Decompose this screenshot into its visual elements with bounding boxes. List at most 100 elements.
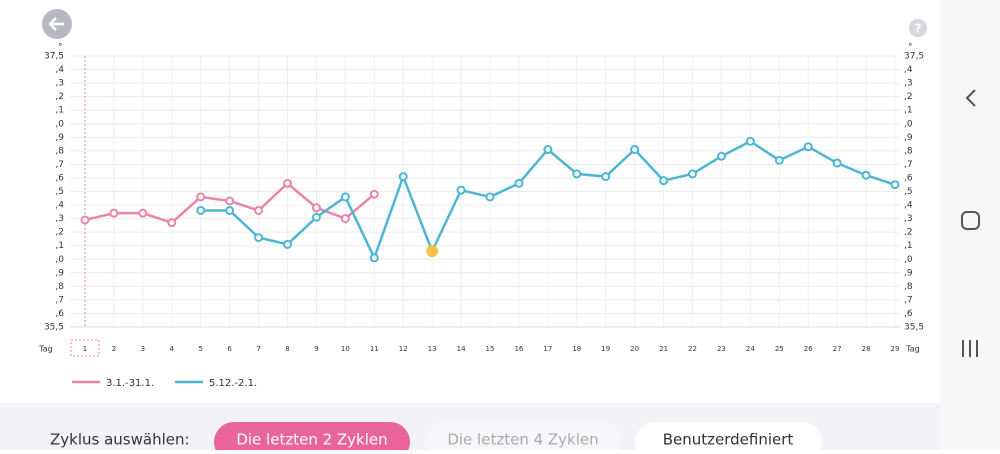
data-point xyxy=(659,176,669,186)
y-tick-label-right: ,0 xyxy=(904,255,913,265)
y-tick-label: ,2 xyxy=(55,228,64,238)
x-tick-label: 17 xyxy=(543,345,552,353)
y-tick-label: ,9 xyxy=(55,133,64,143)
data-point xyxy=(254,205,264,215)
x-tick-label: 11 xyxy=(370,345,379,353)
data-point xyxy=(369,253,379,263)
y-tick-label: ,7 xyxy=(55,295,64,305)
data-point xyxy=(196,192,206,202)
y-tick-label: ,0 xyxy=(55,255,64,265)
x-tick-label: 4 xyxy=(170,345,175,353)
filter-button[interactable] xyxy=(214,422,410,454)
y-tick-label-right: ,9 xyxy=(904,268,913,278)
filter-button-label: Die letzten 2 Zyklen xyxy=(236,431,387,449)
y-tick-label-right: ,6 xyxy=(904,173,913,183)
y-tick-label: ,7 xyxy=(55,160,64,170)
x-tick-label: 21 xyxy=(659,345,668,353)
y-tick-label: ,3 xyxy=(55,214,64,224)
nav-back[interactable] xyxy=(965,89,976,107)
filter-button-label: Die letzten 4 Zyklen xyxy=(447,431,598,449)
data-point xyxy=(225,205,235,215)
data-point xyxy=(311,203,321,213)
y-tick-label: ,5 xyxy=(55,187,64,197)
nav-home[interactable] xyxy=(961,211,980,230)
data-point xyxy=(774,155,784,165)
x-tick-label: 3 xyxy=(141,345,145,353)
y-unit: ° xyxy=(58,43,63,53)
data-point xyxy=(716,151,726,161)
special-point xyxy=(426,245,439,258)
back-arrow xyxy=(48,17,64,31)
x-tick-label: 9 xyxy=(314,345,318,353)
data-point xyxy=(803,142,813,152)
x-tick-label: 5 xyxy=(198,345,202,353)
y-tick-label-right: ,4 xyxy=(904,65,913,75)
nav-bar xyxy=(940,0,1000,450)
legend-label: 3.1.-31.1. xyxy=(106,378,154,389)
data-point xyxy=(109,208,119,218)
y-tick-label: 37,5 xyxy=(44,52,64,62)
y-tick-label-right: ,1 xyxy=(904,106,913,116)
data-point xyxy=(283,239,292,249)
x-tick-label: 12 xyxy=(399,345,408,353)
data-point xyxy=(601,172,611,182)
y-tick-label: ,4 xyxy=(55,65,64,75)
data-point xyxy=(861,170,871,180)
data-point xyxy=(543,144,553,154)
data-point xyxy=(340,192,350,202)
x-tick-label: 24 xyxy=(746,345,755,353)
x-tick-label: 13 xyxy=(428,345,437,353)
x-axis-label-right: Tag xyxy=(905,345,920,354)
y-tick-label: 35,5 xyxy=(44,323,64,333)
y-tick-label-right: ,1 xyxy=(904,241,913,251)
y-tick-label-right: ,7 xyxy=(904,295,913,305)
today-box xyxy=(70,339,100,357)
y-tick-label: ,4 xyxy=(55,201,64,211)
data-point xyxy=(572,169,582,179)
y-tick-label-right: ,2 xyxy=(904,228,913,238)
data-point xyxy=(340,214,350,224)
data-point xyxy=(688,169,697,179)
data-point xyxy=(80,215,90,225)
y-tick-label: ,1 xyxy=(55,241,64,251)
filter-button[interactable] xyxy=(425,422,621,454)
filter-button-label: Benutzerdefiniert xyxy=(663,431,794,449)
x-tick-label: 14 xyxy=(457,345,466,353)
y-tick-label-right: ,5 xyxy=(904,187,913,197)
x-tick-label: 10 xyxy=(341,345,350,353)
data-point xyxy=(890,180,900,190)
y-tick-label-right: ,2 xyxy=(904,92,913,102)
help-button[interactable] xyxy=(909,19,927,37)
x-tick-label: 16 xyxy=(514,345,523,353)
filter-button[interactable] xyxy=(635,422,822,454)
data-point xyxy=(167,218,177,228)
y-tick-label: ,9 xyxy=(55,268,64,278)
y-tick-label: ,6 xyxy=(55,173,64,183)
nav-recents[interactable] xyxy=(962,340,978,357)
y-tick-label: ,8 xyxy=(55,146,64,156)
data-point xyxy=(138,208,148,218)
data-point xyxy=(485,192,495,202)
legend-label: 5.12.-2.1. xyxy=(209,378,257,389)
y-unit-right: ° xyxy=(908,43,913,53)
help-icon: ? xyxy=(915,22,922,36)
y-tick-label-right: ,3 xyxy=(904,214,913,224)
data-point xyxy=(398,172,408,182)
x-tick-label: 7 xyxy=(256,345,260,353)
data-point xyxy=(225,196,235,206)
x-tick-label: 6 xyxy=(227,345,232,353)
y-tick-label-right: ,8 xyxy=(904,146,913,156)
app-background xyxy=(0,0,940,450)
x-tick-label: 18 xyxy=(572,345,581,353)
y-tick-label: ,8 xyxy=(55,282,64,292)
x-tick-label: 29 xyxy=(891,345,900,353)
y-tick-label-right: ,9 xyxy=(904,133,913,143)
x-tick-label: 25 xyxy=(775,345,784,353)
footer-label: Zyklus auswählen: xyxy=(50,431,190,449)
y-tick-label: ,1 xyxy=(55,106,64,116)
data-point xyxy=(311,212,321,222)
x-tick-label: 22 xyxy=(688,345,697,353)
y-tick-label-right: ,0 xyxy=(904,119,913,129)
